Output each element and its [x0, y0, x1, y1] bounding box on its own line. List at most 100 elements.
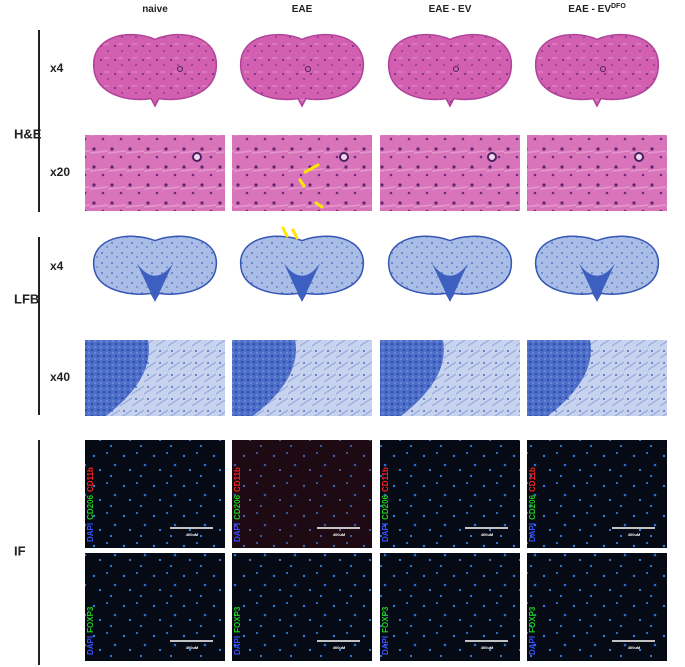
white-matter: [432, 263, 468, 302]
scale-label: 400uM: [333, 532, 346, 537]
stain-label: FOXP3: [381, 606, 390, 633]
stain-labels: DAPI CD206 CD11b: [86, 467, 95, 542]
tissue-section: [535, 33, 659, 108]
stain-label: CD206: [381, 494, 390, 519]
fluorescence-image: [85, 553, 225, 661]
tissue-section: [535, 235, 659, 302]
vessel: [305, 66, 311, 72]
stain-label: FOXP3: [86, 606, 95, 633]
scale-label: 400uM: [186, 645, 199, 650]
dense-region: [527, 340, 591, 416]
stain-labels: DAPI FOXP3: [528, 606, 537, 655]
stain-label: FOXP3: [233, 606, 242, 633]
scale-label: 400uM: [481, 532, 494, 537]
stain-label: FOXP3: [528, 606, 537, 633]
stain-label: DAPI: [233, 523, 242, 542]
dense-region: [232, 340, 296, 416]
arrow-marker: [303, 163, 320, 174]
white-matter: [579, 263, 615, 302]
column-header-sup: DFO: [611, 3, 626, 10]
tissue-section: [240, 235, 364, 302]
column-header-text: EAE: [292, 4, 313, 15]
micrograph: [527, 135, 667, 211]
tissue-section: [93, 235, 217, 302]
section-label: IF: [14, 543, 26, 558]
stain-label: DAPI: [86, 636, 95, 655]
stain-label: DAPI: [381, 636, 390, 655]
scale-label: 400uM: [628, 532, 641, 537]
scale-label: 400uM: [333, 645, 346, 650]
stain-labels: DAPI CD206 CD11b: [381, 467, 390, 542]
stain-label: CD206: [528, 494, 537, 519]
column-header: naive: [142, 4, 168, 15]
stain-label: CD11b: [381, 467, 390, 492]
content: naive EAE EAE - EV EAE - EVDFOH&ELFBIFx4x20…: [14, 3, 667, 665]
micrograph: [380, 135, 520, 211]
column-header: EAE - EVDFO: [568, 3, 626, 15]
section-label: H&E: [14, 126, 42, 141]
vessel: [339, 152, 349, 162]
stain-labels: DAPI FOXP3: [381, 606, 390, 655]
vessel: [177, 66, 183, 72]
column-header-text: naive: [142, 4, 168, 15]
stain-label: DAPI: [86, 523, 95, 542]
row-label: x4: [50, 61, 64, 75]
stain-label: DAPI: [528, 523, 537, 542]
stain-label: CD11b: [528, 467, 537, 492]
vessel: [600, 66, 606, 72]
row-label: x20: [50, 165, 70, 179]
red-signal: [232, 440, 372, 548]
column-header: EAE - EV: [429, 4, 472, 15]
arrow-marker: [291, 228, 299, 240]
vessel: [192, 152, 202, 162]
section-label: LFB: [14, 291, 39, 306]
stain-labels: DAPI FOXP3: [86, 606, 95, 655]
column-header-text: EAE - EV: [568, 4, 611, 15]
micrograph: [232, 135, 372, 211]
stain-label: DAPI: [528, 636, 537, 655]
scale-label: 400uM: [628, 645, 641, 650]
stain-label: DAPI: [381, 523, 390, 542]
tissue-outline: [388, 33, 512, 108]
white-matter: [284, 263, 320, 302]
fluorescence-image: [380, 440, 520, 548]
column-header-text: EAE - EV: [429, 4, 472, 15]
row-label: x4: [50, 259, 64, 273]
arrow-marker: [314, 201, 324, 209]
arrow-marker: [298, 178, 306, 188]
tissue-section: [388, 235, 512, 302]
stain-labels: DAPI FOXP3: [233, 606, 242, 655]
scale-label: 400uM: [186, 532, 199, 537]
stain-label: CD206: [233, 494, 242, 519]
scale-label: 400uM: [481, 645, 494, 650]
stain-label: CD206: [86, 494, 95, 519]
stain-labels: DAPI CD206 CD11b: [233, 467, 242, 542]
stain-label: CD11b: [86, 467, 95, 492]
tissue-section: [388, 33, 512, 108]
stain-label: DAPI: [233, 636, 242, 655]
tissue-section: [93, 33, 217, 108]
white-matter: [137, 263, 173, 302]
dense-region: [85, 340, 149, 416]
tissue-section: [240, 33, 364, 108]
fluorescence-image: [232, 440, 372, 548]
stain-labels: DAPI CD206 CD11b: [528, 467, 537, 542]
vessel: [453, 66, 459, 72]
tissue-outline: [93, 33, 217, 108]
fluorescence-image: [527, 553, 667, 661]
tissue-outline: [535, 33, 659, 108]
dense-region: [380, 340, 444, 416]
row-label: x40: [50, 370, 70, 384]
fluorescence-image: [380, 553, 520, 661]
tissue-outline: [240, 33, 364, 108]
fluorescence-image: [85, 440, 225, 548]
arrow-marker: [281, 226, 289, 238]
column-header: EAE: [292, 4, 313, 15]
stain-label: CD11b: [233, 467, 242, 492]
fluorescence-image: [527, 440, 667, 548]
micrograph: [85, 135, 225, 211]
vessel: [487, 152, 497, 162]
vessel: [634, 152, 644, 162]
fluorescence-image: [232, 553, 372, 661]
